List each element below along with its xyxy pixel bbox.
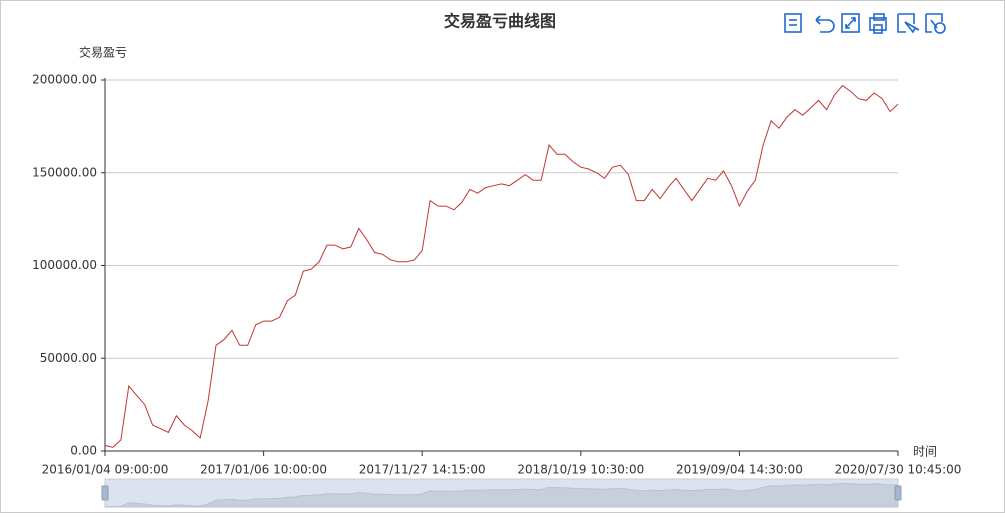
zoom-handle[interactable]	[894, 485, 902, 501]
x-tick-label: 2017/01/06 10:00:00	[200, 463, 327, 477]
zoom-preview	[104, 482, 899, 508]
toolbox	[784, 13, 946, 34]
x-tick-label: 2017/11/27 14:15:00	[359, 463, 486, 477]
y-tick-label: 100000.00	[32, 258, 97, 272]
save-button[interactable]	[869, 13, 887, 34]
data-view-button[interactable]	[784, 13, 802, 33]
y-tick-label: 200000.00	[32, 73, 97, 87]
clear-button[interactable]	[925, 13, 946, 34]
y-tick-label: 150000.00	[32, 165, 97, 179]
restore-button[interactable]	[815, 15, 835, 33]
x-tick-label: 2018/10/19 10:30:00	[517, 463, 644, 477]
x-tick-label: 2020/07/30 10:45:00	[835, 463, 962, 477]
x-tick-label: 2016/01/04 09:00:00	[42, 463, 169, 477]
y-tick-label: 50000.00	[40, 351, 97, 365]
x-axis-title: 时间	[913, 445, 937, 459]
x-tick-label: 2019/09/04 14:30:00	[676, 463, 803, 477]
select-button[interactable]	[897, 13, 920, 34]
chart-title: 交易盈亏曲线图	[444, 12, 556, 31]
zoom-handle[interactable]	[101, 485, 109, 501]
y-axis-title: 交易盈亏	[79, 45, 127, 60]
line	[104, 84, 899, 448]
zoom-button[interactable]	[841, 13, 860, 33]
y-tick-label: 0.00	[70, 444, 97, 458]
